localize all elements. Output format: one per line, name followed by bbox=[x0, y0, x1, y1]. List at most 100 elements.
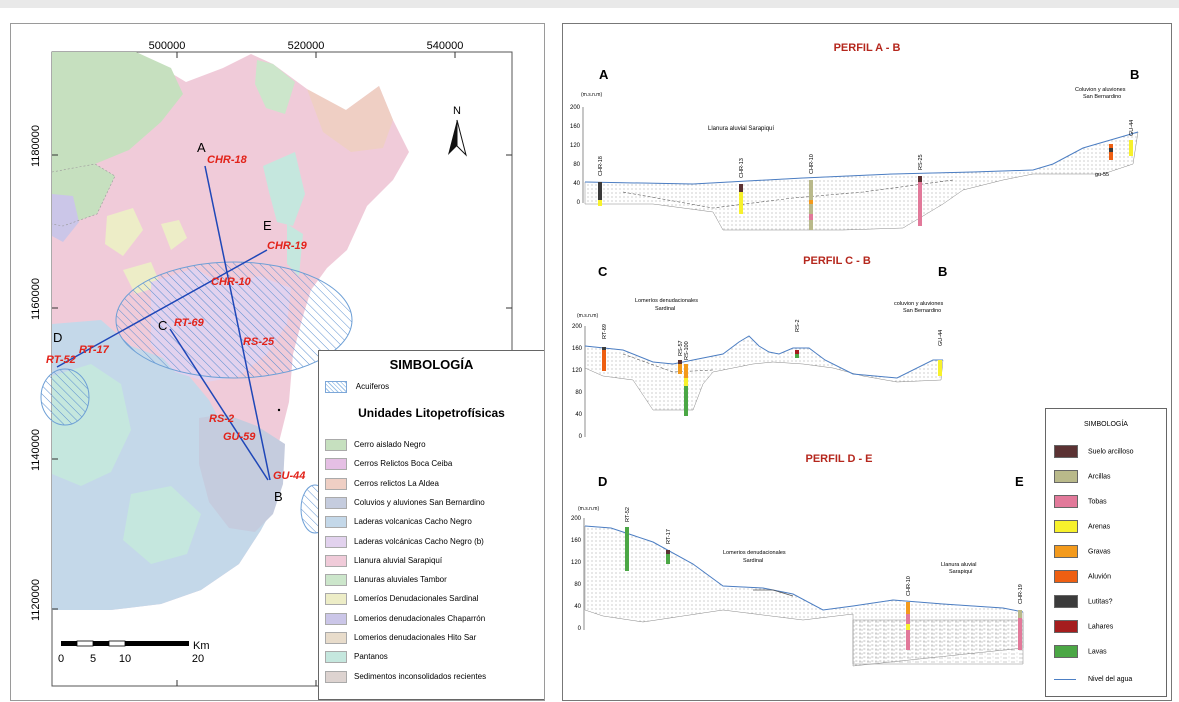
north-label: N bbox=[453, 105, 461, 117]
y-tick: 40 bbox=[574, 604, 581, 610]
well-label-chr10: CHR-10 bbox=[211, 276, 252, 288]
profile-well-label: RT-69 bbox=[602, 324, 608, 339]
y-tick: 80 bbox=[573, 162, 580, 168]
y-tick: 0 bbox=[578, 626, 582, 632]
legend-label: Cerros relictos La Aldea bbox=[354, 478, 439, 488]
lithology-row: Suelo arcilloso bbox=[1054, 445, 1134, 458]
lithology-label: Nivel del agua bbox=[1087, 676, 1133, 683]
legend-swatch bbox=[325, 439, 347, 451]
profile-note: coluvion y aluviones bbox=[894, 301, 943, 307]
point-label-e: E bbox=[263, 218, 272, 233]
legend-label: Acuiferos bbox=[355, 382, 390, 392]
lithology-swatch bbox=[1054, 645, 1078, 658]
profile-well-label: GU-44 bbox=[1129, 120, 1135, 136]
legend-aquifer: Acuiferos bbox=[325, 381, 389, 393]
profile-well-label: CHR-18 bbox=[598, 156, 604, 176]
well-label-chr18: CHR-18 bbox=[207, 154, 248, 166]
profile-well-label: gu-55 bbox=[1095, 172, 1109, 178]
legend-unit-row: Llanuras aluviales Tambor bbox=[325, 574, 447, 587]
legend-label: Llanuras aluviales Tambor bbox=[354, 575, 447, 585]
lithology-swatch bbox=[1054, 620, 1078, 633]
profile-well-label: RS-57 bbox=[678, 340, 684, 356]
legend-units-title: Unidades Litopetrofísicas bbox=[358, 406, 505, 420]
legend-unit-row: Llanura aluvial Sarapiquí bbox=[325, 554, 442, 567]
legend-swatch bbox=[325, 381, 347, 393]
profile-title: PERFIL C - B bbox=[803, 255, 871, 267]
lithology-row: Arenas bbox=[1054, 520, 1110, 533]
scale-label: 0 bbox=[58, 653, 64, 665]
legend-unit-row: Cerros Relictos Boca Ceiba bbox=[325, 458, 452, 471]
lithology-label: Aluvión bbox=[1088, 573, 1111, 581]
legend-swatch bbox=[325, 612, 347, 625]
profile-unit: (m.s.n.m) bbox=[577, 313, 598, 319]
legend-label: Coluvios y aluviones San Bernardino bbox=[354, 498, 485, 507]
legend-label: Lomerios denudacionales Hito Sar bbox=[354, 633, 477, 643]
profile-end-label: B bbox=[1130, 67, 1139, 82]
legend-unit-row: Cerros relictos La Aldea bbox=[325, 477, 439, 490]
y-tick: 160 bbox=[570, 124, 581, 130]
legend-unit-row: Lomeríos Denudacionales Sardinal bbox=[325, 593, 479, 606]
profile-note: San Bernardino bbox=[903, 308, 941, 314]
legend-unit-row: Pantanos bbox=[325, 651, 388, 664]
legend-unit-row: Laderas volcánicas Cacho Negro (b) bbox=[325, 535, 484, 548]
well-label-rt52: RT-52 bbox=[46, 354, 76, 366]
lithology-row: Lavas bbox=[1054, 645, 1107, 658]
legend-unit-row: Lomerios denudacionales Chaparrón bbox=[325, 612, 485, 625]
point-label-a: A bbox=[197, 140, 206, 155]
profile-de: PERFIL D - E D E (m.s.n.m) 200 160 120 8… bbox=[571, 453, 1024, 667]
y-tick: 0 bbox=[579, 434, 583, 440]
legend-swatch bbox=[325, 651, 347, 664]
map-panel: 500000 520000 540000 1180000 1160000 114… bbox=[10, 23, 545, 701]
legend-swatch bbox=[325, 458, 347, 471]
well-label-gu59: GU-59 bbox=[223, 431, 256, 443]
legend-swatch bbox=[325, 593, 347, 606]
y-tick: 0 bbox=[577, 200, 581, 206]
point-label-b: B bbox=[274, 489, 283, 504]
profile-unit: (m.s.n.m) bbox=[578, 506, 599, 512]
profile-title: PERFIL A - B bbox=[834, 42, 901, 54]
profile-end-label: C bbox=[598, 264, 608, 279]
y-tick: 120 bbox=[570, 143, 581, 149]
legend-swatch bbox=[325, 632, 347, 644]
point-label-d: D bbox=[53, 330, 62, 345]
profile-note: Llanura aluvial bbox=[941, 562, 976, 568]
profile-well-label: RS-2 bbox=[795, 319, 801, 332]
water-level-icon bbox=[1054, 678, 1076, 680]
lithology-label: Arcillas bbox=[1088, 473, 1111, 481]
legend-unit-row: Lomerios denudacionales Hito Sar bbox=[325, 632, 476, 644]
aquifer-zones bbox=[40, 261, 353, 534]
top-strip bbox=[0, 0, 1179, 8]
legend-swatch bbox=[325, 477, 347, 490]
profile-well-label: GU-44 bbox=[938, 330, 944, 346]
lithology-legend: SIMBOLOGÍA Suelo arcilloso Arcillas Tobas A… bbox=[1045, 408, 1167, 697]
legend-label: Cerro aislado Negro bbox=[354, 440, 426, 450]
profile-well-label: RT-52 bbox=[625, 507, 631, 522]
cross-sections: PERFIL A - B A B (m.s.n.m) 200 160 120 8… bbox=[570, 42, 1139, 667]
y-tick-label: 1120000 bbox=[30, 579, 42, 621]
lithology-label: Gravas bbox=[1088, 548, 1111, 556]
x-tick-label: 520000 bbox=[288, 40, 325, 52]
y-tick: 80 bbox=[574, 582, 581, 588]
lithology-row: Gravas bbox=[1054, 545, 1111, 558]
legend-swatch bbox=[325, 535, 347, 548]
profile-end-label: E bbox=[1015, 474, 1024, 489]
profile-ab: PERFIL A - B A B (m.s.n.m) 200 160 120 8… bbox=[570, 42, 1139, 231]
legend-unit-row: Laderas volcanicas Cacho Negro bbox=[325, 516, 472, 529]
lithology-row: Arcillas bbox=[1054, 470, 1111, 483]
lithology-swatch bbox=[1054, 495, 1078, 508]
map-legend: SIMBOLOGÍA Acuiferos Unidades Litopetrof… bbox=[318, 350, 544, 700]
scale-unit: Km bbox=[193, 640, 210, 652]
profile-well-label: CHR-13 bbox=[739, 158, 745, 178]
y-tick: 160 bbox=[572, 346, 583, 352]
profile-note: Sardinal bbox=[743, 558, 763, 564]
lithology-swatch bbox=[1054, 520, 1078, 533]
y-tick-label: 1140000 bbox=[30, 429, 42, 471]
lithology-label: Lahares bbox=[1088, 623, 1114, 631]
lithology-swatch bbox=[1054, 570, 1078, 583]
y-tick-label: 1160000 bbox=[30, 278, 42, 320]
legend-swatch bbox=[325, 670, 347, 683]
lithology-row: Lutitas? bbox=[1054, 595, 1113, 608]
legend-unit-row: Coluvios y aluviones San Bernardino bbox=[325, 496, 485, 509]
y-tick: 80 bbox=[575, 390, 582, 396]
scale-label: 20 bbox=[192, 653, 204, 665]
